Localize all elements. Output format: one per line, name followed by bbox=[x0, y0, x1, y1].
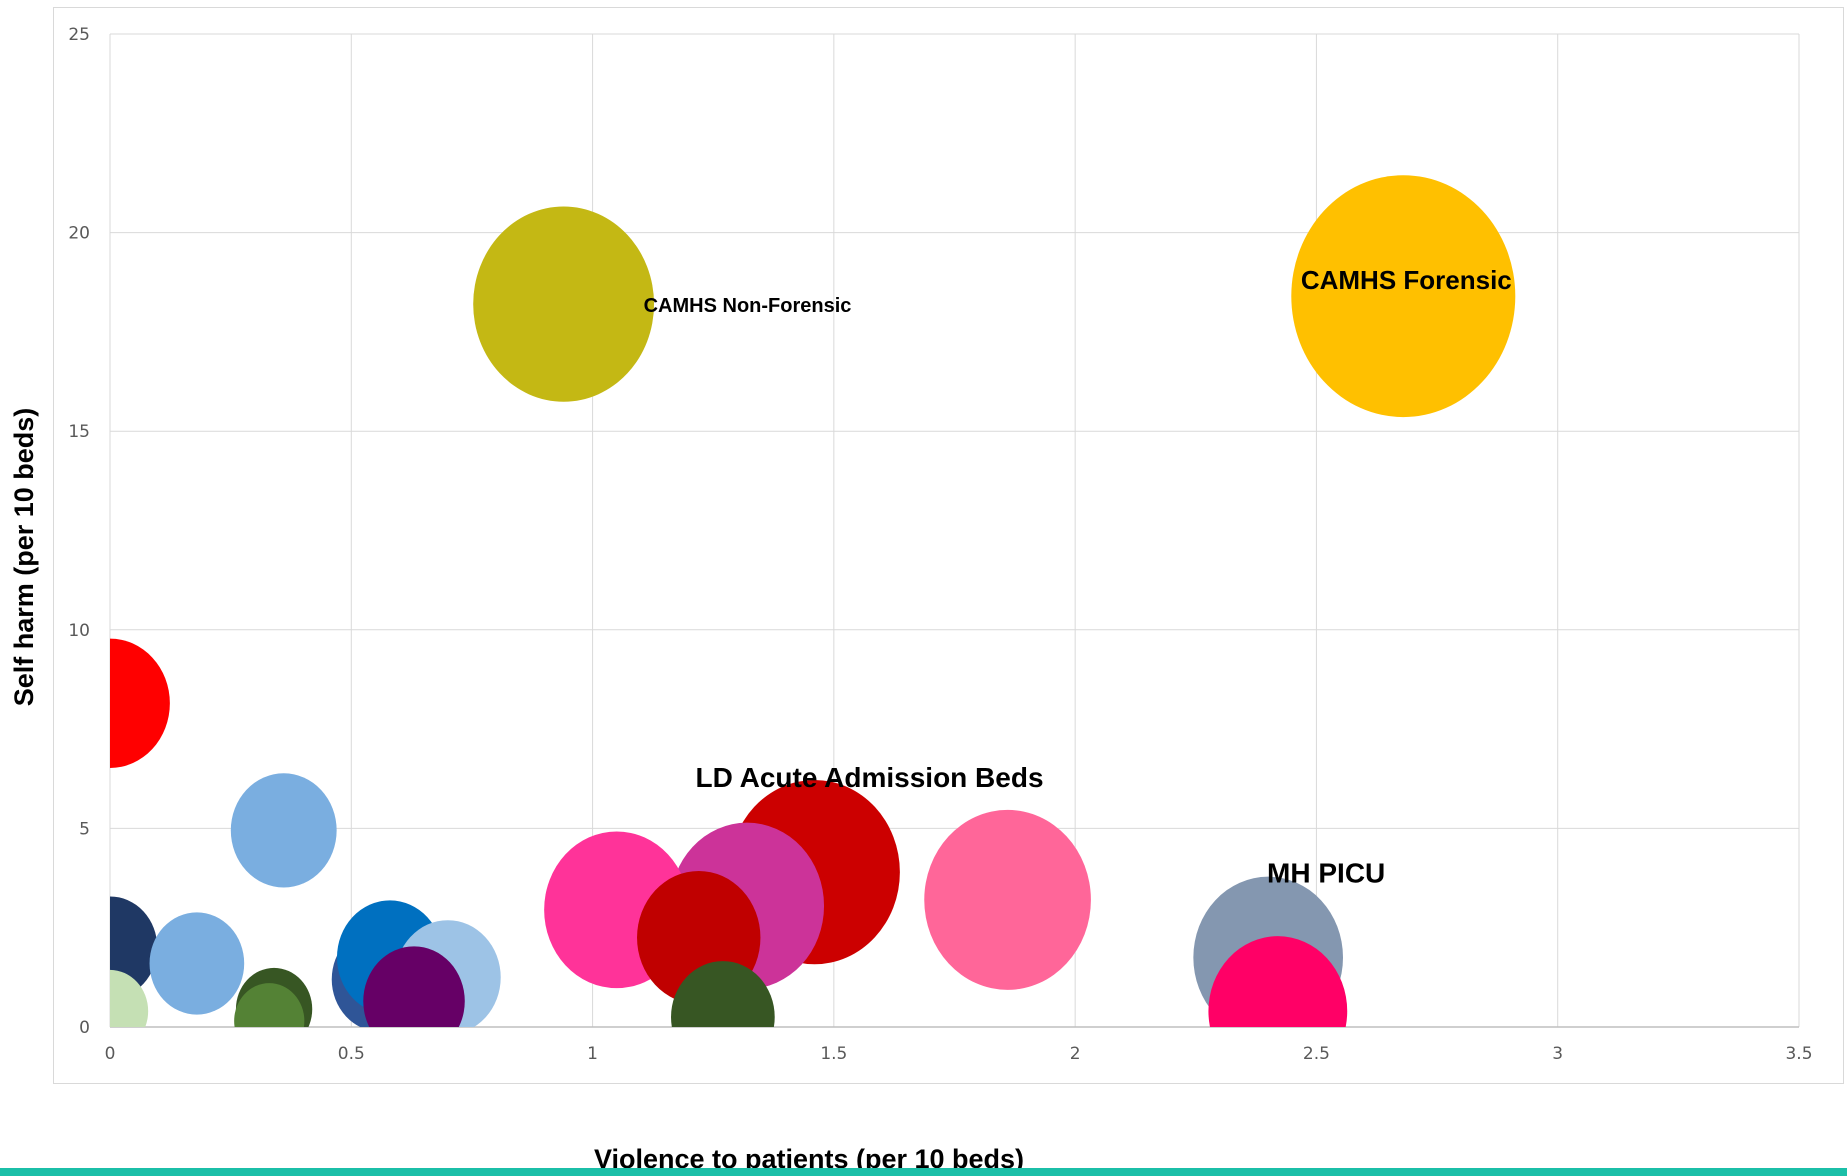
bubble-point bbox=[110, 638, 170, 768]
bubble-label: CAMHS Non-Forensic bbox=[644, 295, 852, 317]
y-tick-label: 5 bbox=[79, 819, 90, 839]
x-tick-label: 0 bbox=[105, 1044, 116, 1064]
bottom-accent-bar bbox=[0, 1168, 1847, 1176]
x-axis-title: Violence to patients (per 10 beds) bbox=[594, 1144, 1024, 1168]
x-tick-label: 3.5 bbox=[1785, 1044, 1812, 1064]
bubble-label: MH PICU bbox=[1267, 857, 1385, 888]
y-tick-label: 10 bbox=[68, 621, 90, 641]
x-tick-label: 3 bbox=[1552, 1044, 1563, 1064]
bubble-point bbox=[363, 946, 465, 1027]
y-axis-title: Self harm (per 10 beds) bbox=[9, 408, 39, 707]
bubble-point bbox=[110, 969, 149, 1027]
bubble-point bbox=[924, 809, 1091, 990]
x-tick-label: 2.5 bbox=[1303, 1044, 1330, 1064]
bubble-point bbox=[230, 773, 337, 888]
bubble-point bbox=[473, 206, 655, 402]
y-tick-label: 0 bbox=[79, 1018, 90, 1038]
x-tick-label: 2 bbox=[1070, 1044, 1081, 1064]
bubble-point bbox=[1291, 175, 1516, 418]
bubble-point bbox=[149, 912, 245, 1015]
chart-area bbox=[53, 7, 1844, 1084]
bubble-point bbox=[234, 983, 305, 1027]
bubble-point bbox=[1208, 936, 1348, 1027]
bubble-label: LD Acute Admission Beds bbox=[696, 762, 1044, 793]
x-tick-label: 1.5 bbox=[820, 1044, 847, 1064]
x-tick-label: 1 bbox=[587, 1044, 598, 1064]
bubble-point bbox=[671, 961, 775, 1027]
y-tick-label: 15 bbox=[68, 422, 90, 442]
bubble-label: CAMHS Forensic bbox=[1301, 265, 1512, 295]
tick-labels: 0 0.5 1 1.5 2 2.5 3 3.5 0 5 10 15 20 25 bbox=[68, 25, 1812, 1064]
bubble-series bbox=[110, 175, 1516, 1027]
x-tick-label: 0.5 bbox=[338, 1044, 365, 1064]
y-tick-label: 25 bbox=[68, 25, 90, 45]
y-tick-label: 20 bbox=[68, 224, 90, 244]
data-labels: CAMHS Forensic CAMHS Non-Forensic LD Acute… bbox=[644, 265, 1512, 888]
